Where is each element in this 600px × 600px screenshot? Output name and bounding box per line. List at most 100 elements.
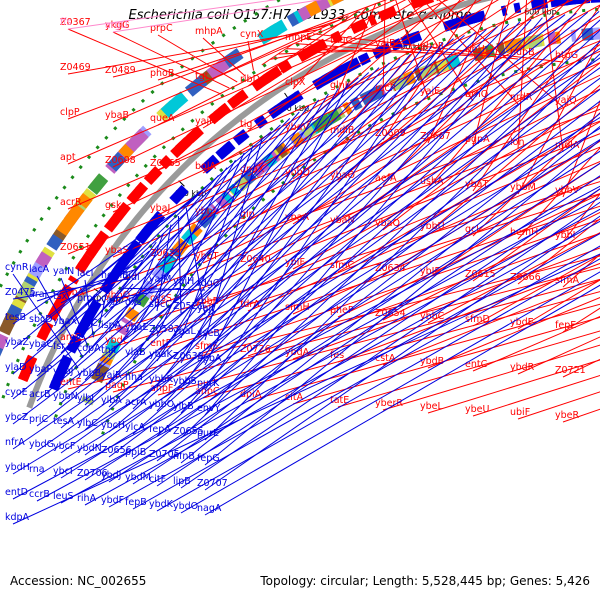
gene-leader-line [427,359,600,414]
gene-leader-line [60,118,291,354]
gene-label: Z0666 [510,272,541,283]
length-value: 5,528,445 bp [421,574,502,588]
gene-label: purE [197,428,219,439]
gene-label: ddl [125,272,140,283]
gene-label: thiI [101,345,116,356]
gene-label: ybaB [105,110,129,121]
kbp-tick-label: 600 kbp [524,8,557,17]
gene-leader-line [247,88,600,267]
gene-label: ybaZ [5,337,29,348]
feature-glyph [286,12,300,27]
gene-leader-line [247,303,600,402]
gene-leader-line [112,0,322,33]
gene-leader-line [60,208,600,504]
gene-label: Z0583 [149,324,180,335]
gene-label: Z0608 [105,155,136,166]
gene-leader-line [180,19,532,414]
gene-leader-line [247,0,432,132]
gene-label: ahpF [150,383,173,394]
gene-label: aefA [375,173,397,184]
gene-label: Z0707 [197,478,228,489]
gene-label: entE [60,377,82,388]
gene-label: acrR [60,197,82,208]
gene-leader-line [84,175,219,331]
gene-leader-line [36,124,281,352]
gene-label: ffs [60,17,72,28]
gene-leader-line [84,28,487,406]
gene-label: ybaN [330,215,355,226]
feature-glyph [327,108,342,124]
gene-leader-line [180,271,600,514]
gene-label: proC [77,293,100,304]
gene-label: ybbJ [53,366,73,377]
genes-label: Genes: [509,574,552,588]
feature-glyph [0,312,18,336]
gene-leader-line [112,120,600,303]
gene-label: sfmD [465,314,490,325]
gene-label: tgt [195,71,209,82]
gene-label: yajJ [101,295,118,306]
gene-leader-line [12,15,555,425]
feature-glyph [554,31,562,44]
gene-leader-line [427,0,494,144]
gene-label: ybdN [77,443,102,454]
gene-leader-line [180,125,600,464]
gene-label: Z0654 [375,308,406,319]
feature-glyph [403,70,417,86]
gene-label: Z0665 [150,158,181,169]
gene-label: ybaS [105,245,129,256]
gene-label: ybbI [555,230,575,241]
gene-leader-line [108,162,600,483]
gene-label: ybaC [29,339,53,350]
gene-label: cstA [375,353,396,364]
feature-glyph [186,129,200,144]
gene-leader-line [67,0,278,30]
gene-leader-line [36,127,600,477]
feature-glyph [217,141,235,159]
gene-leader-line [108,26,498,408]
feature-glyph [590,0,600,3]
gene-label: entC [465,359,488,370]
gene-label: Z0489 [105,65,136,76]
gene-label: ybdR [510,362,535,373]
gene-leader-line [304,38,519,60]
gene-leader-line [12,47,600,450]
gene-label: recR [375,83,397,94]
feature-glyph [201,154,220,173]
gene-leader-line [156,93,329,362]
topology-footer: Topology: circular; Length: 5,528,445 bp… [260,574,590,588]
gene-label: fes [330,350,344,361]
gene-leader-line [427,232,600,324]
gene-label: ybdC [105,335,130,346]
gene-label: ahpC [195,386,220,397]
gene-label: ylbB [173,401,194,412]
gene-label: ybaQ [375,218,400,229]
gene-leader-line [562,193,600,243]
feature-glyph [73,317,92,339]
gene-leader-line [12,38,454,400]
gene-label: tatE [330,395,349,406]
gene-label: leuS [53,491,74,502]
gene-label: sfmF [195,341,218,352]
gene-label: ybaK [149,349,173,360]
gene-label: tesB [5,312,26,323]
gene-label: Z0367 [60,17,91,28]
gene-label: clpX [285,77,306,88]
gene-label: araJ [29,289,47,300]
gene-leader-line [67,0,449,165]
gene-label: dnaX [240,164,265,175]
gene-leader-line [36,14,566,427]
feature-glyph [135,233,147,244]
gene-label: tesA [53,416,75,427]
feature-glyph [330,30,343,44]
gene-label: Z0469 [60,62,91,73]
gene-label: ybaT [465,179,488,190]
gene-label: sfmA [555,275,580,286]
feature-glyph [25,355,37,365]
feature-glyph [581,27,594,41]
gene-leader-line [12,198,195,325]
gene-label: Z0726 [240,344,271,355]
gene-leader-line [156,29,600,437]
gene-label: yajR [101,370,122,381]
feature-glyph [160,99,179,118]
